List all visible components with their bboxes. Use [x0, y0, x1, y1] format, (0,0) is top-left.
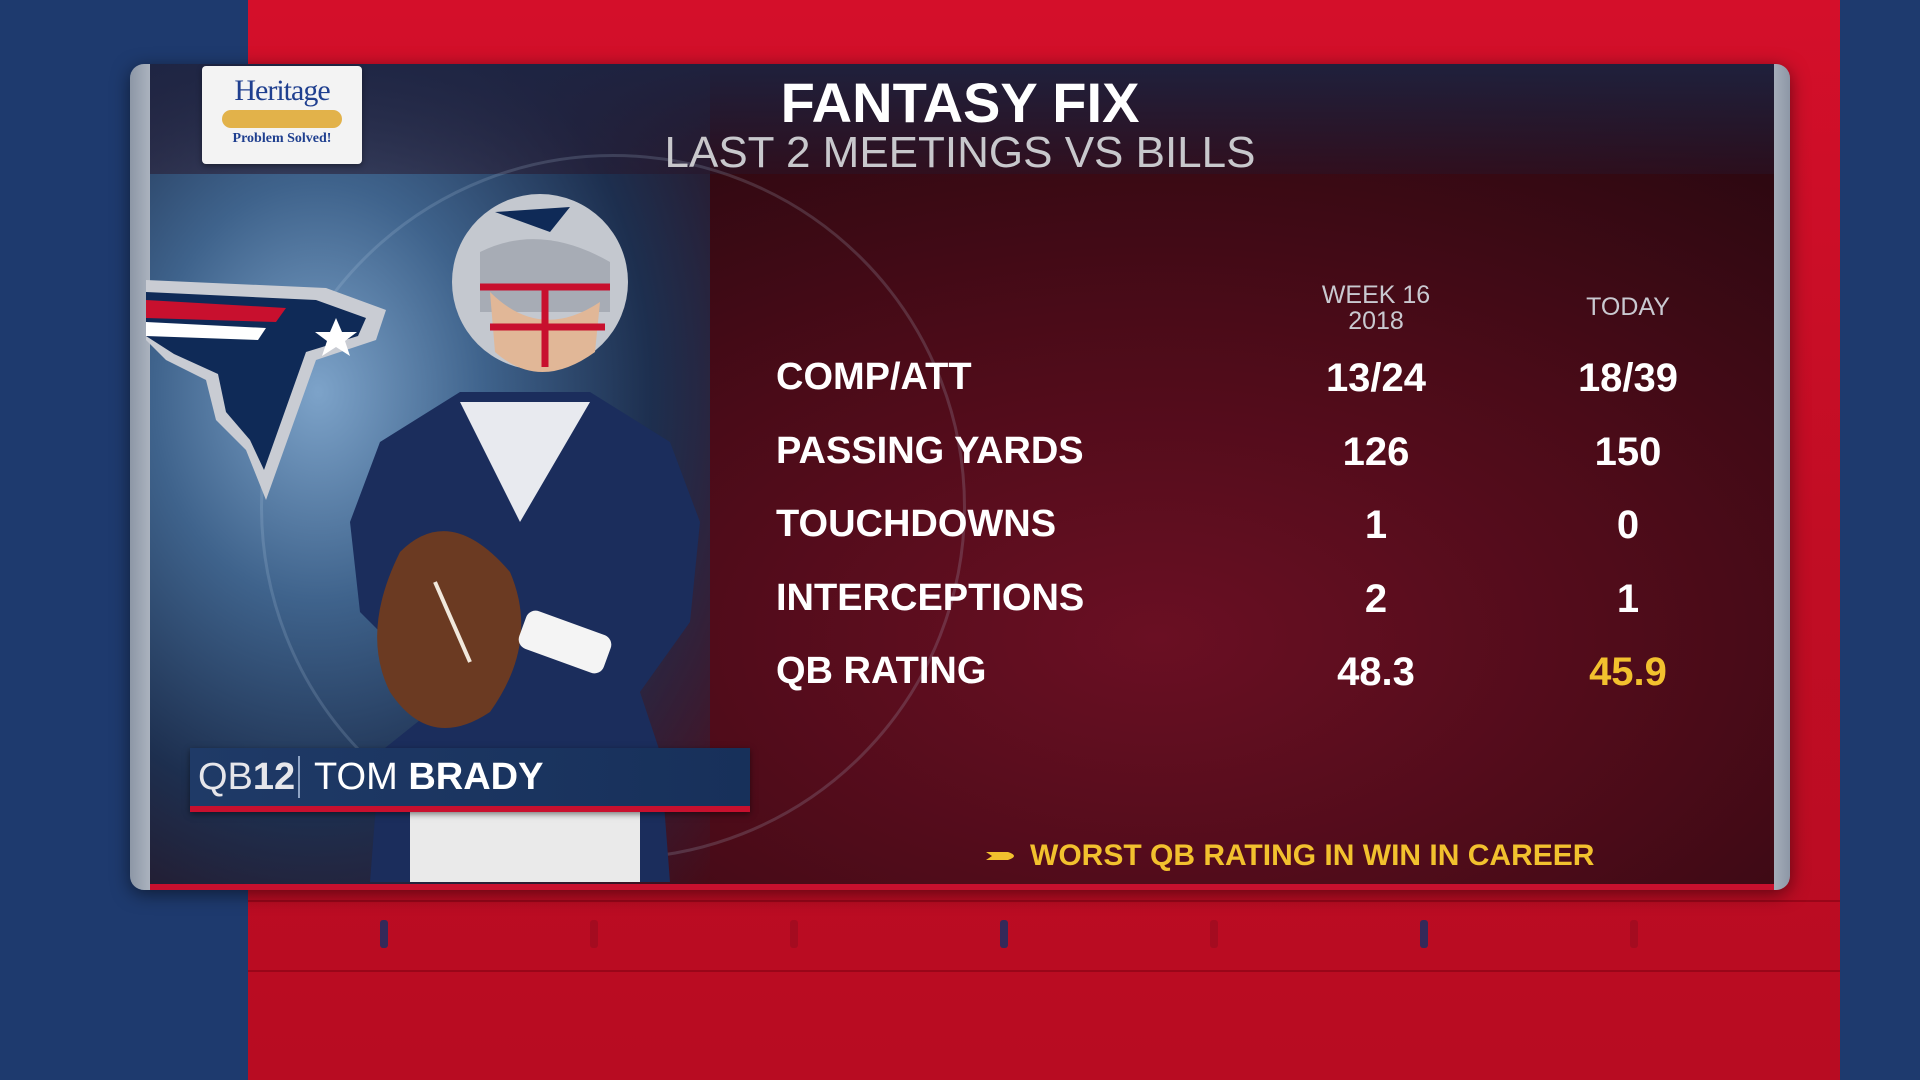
column-header-line: 2018: [1348, 307, 1404, 335]
sponsor-tagline: Problem Solved!: [232, 131, 332, 146]
stat-value: 2: [1364, 577, 1388, 621]
stat-label-interceptions: INTERCEPTIONS: [776, 577, 1085, 619]
stat-value: 150: [1594, 430, 1662, 474]
player-first-name: TOM: [314, 756, 398, 798]
column-header-line: WEEK 16: [1321, 281, 1431, 309]
graphic-subtitle: LAST 2 MEETINGS VS BILLS: [664, 128, 1256, 177]
stat-label-passing-yards: PASSING YARDS: [776, 430, 1084, 472]
sponsor-logo: Heritage Problem Solved!: [202, 66, 362, 164]
jersey-number: 12: [252, 756, 296, 798]
stat-value: 1: [1616, 577, 1640, 621]
player-position: QB12: [198, 756, 295, 799]
player-nameplate: QB12 TOM BRADY: [190, 748, 750, 812]
panel-header-band: [150, 64, 1774, 174]
position-code: QB: [198, 756, 253, 798]
stat-value: 0: [1616, 503, 1640, 547]
stat-label-touchdowns: TOUCHDOWNS: [776, 503, 1057, 545]
stat-label-comp-att: COMP/ATT: [776, 356, 972, 398]
pointer-icon: [986, 852, 1014, 860]
stat-value: 126: [1342, 430, 1410, 474]
stat-label-qb-rating: QB RATING: [776, 650, 987, 692]
stat-note: WORST QB RATING IN WIN IN CAREER: [986, 838, 1594, 874]
stat-value: 48.3: [1337, 650, 1415, 694]
stage-divider: [248, 900, 1840, 902]
graphic-title: FANTASY FIX: [780, 71, 1140, 134]
stage-mark: [790, 920, 798, 948]
stage-mark: [380, 920, 388, 948]
sponsor-name: Heritage: [234, 74, 330, 107]
stage-mark: [590, 920, 598, 948]
stat-value-highlighted: 45.9: [1589, 650, 1667, 694]
stage-mark: [1420, 920, 1428, 948]
nameplate-divider: [298, 756, 300, 798]
stage-mark: [1630, 920, 1638, 948]
sponsor-band: [222, 110, 342, 128]
stat-value: 13/24: [1325, 356, 1427, 400]
column-header-week16: WEEK 16 2018: [1286, 282, 1466, 334]
stat-note-text: WORST QB RATING IN WIN IN CAREER: [1030, 839, 1595, 872]
player-last-name: BRADY: [408, 756, 544, 798]
column-header-line: TODAY: [1586, 293, 1670, 321]
team-logo-icon: [146, 280, 386, 500]
stat-value: 1: [1364, 503, 1388, 547]
stage-mark: [1210, 920, 1218, 948]
player-name: TOM BRADY: [314, 756, 543, 799]
column-header-today: TODAY: [1538, 294, 1718, 320]
stat-value: 18/39: [1577, 356, 1679, 400]
stage-divider: [248, 970, 1840, 972]
stage-mark: [1000, 920, 1008, 948]
